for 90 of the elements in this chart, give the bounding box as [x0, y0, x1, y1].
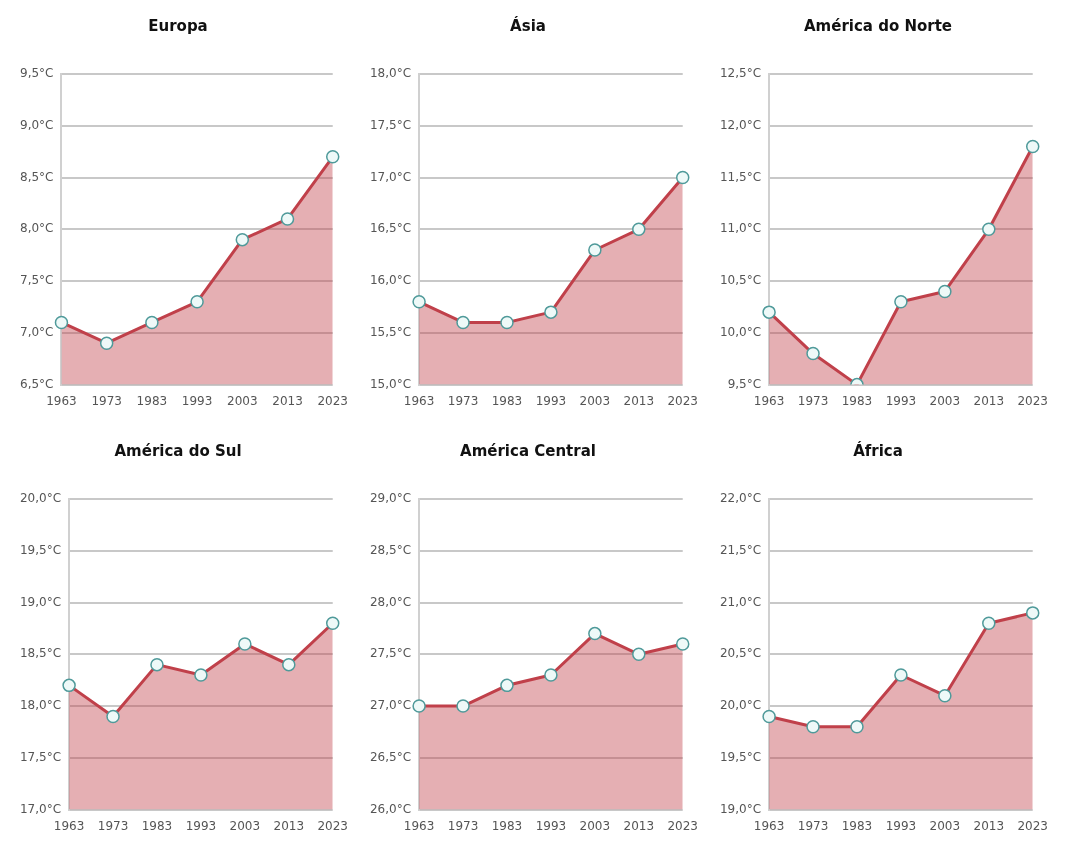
- chart-title: América do Sul: [114, 441, 242, 460]
- y-tick-label: 19,5°C: [719, 749, 762, 764]
- y-tick-label: 28,0°C: [369, 594, 412, 609]
- x-tick-label: 1963: [403, 818, 435, 833]
- x-tick-label: 1993: [535, 818, 567, 833]
- x-tick-label: 2023: [667, 818, 698, 833]
- chart-title: América Central: [460, 441, 596, 460]
- y-tick-label: 22,0°C: [719, 491, 762, 506]
- y-tick-label: 12,0°C: [719, 117, 762, 132]
- x-tick-label: 2003: [929, 393, 961, 408]
- x-tick-label: 1963: [753, 818, 785, 833]
- y-tick-label: 20,5°C: [719, 646, 762, 661]
- y-tick-label: 17,5°C: [369, 117, 412, 132]
- y-tick-label: 10,5°C: [719, 273, 762, 288]
- x-tick-label: 2023: [317, 393, 348, 408]
- x-tick-label: 2013: [623, 818, 655, 833]
- x-tick-label: 1983: [841, 393, 873, 408]
- x-tick-label: 2023: [1017, 818, 1048, 833]
- y-tick-label: 11,0°C: [719, 221, 762, 236]
- y-tick-label: 26,5°C: [369, 749, 412, 764]
- x-tick-label: 1973: [97, 818, 129, 833]
- y-tick-label: 16,0°C: [369, 273, 412, 288]
- y-tick-label: 19,0°C: [719, 801, 762, 816]
- y-tick-label: 29,0°C: [369, 491, 412, 506]
- y-tick-label: 18,5°C: [19, 646, 62, 661]
- y-tick-label: 9,0°C: [19, 117, 54, 132]
- y-tick-label: 18,0°C: [19, 698, 62, 713]
- y-tick-label: 11,5°C: [719, 169, 762, 184]
- x-tick-label: 1993: [185, 818, 217, 833]
- x-tick-label: 1973: [797, 818, 829, 833]
- y-tick-label: 8,5°C: [19, 169, 54, 184]
- y-tick-label: 17,5°C: [19, 749, 62, 764]
- y-tick-label: 21,5°C: [719, 542, 762, 557]
- chart-title: Ásia: [510, 15, 546, 35]
- x-tick-label: 1963: [403, 393, 435, 408]
- chart-title: América do Norte: [803, 16, 953, 35]
- y-tick-label: 15,0°C: [369, 376, 412, 391]
- x-tick-label: 1963: [753, 393, 785, 408]
- x-tick-label: 1993: [181, 393, 213, 408]
- y-tick-label: 20,0°C: [19, 491, 62, 506]
- y-tick-label: 19,5°C: [19, 542, 62, 557]
- y-tick-label: 12,5°C: [719, 66, 762, 81]
- x-tick-label: 2003: [229, 818, 261, 833]
- x-tick-label: 1973: [447, 818, 479, 833]
- x-tick-label: 1983: [141, 818, 173, 833]
- y-tick-label: 28,5°C: [369, 542, 412, 557]
- y-tick-label: 10,0°C: [719, 324, 762, 339]
- y-tick-label: 6,5°C: [19, 376, 54, 391]
- x-tick-label: 2003: [579, 818, 611, 833]
- x-tick-label: 1963: [46, 393, 77, 408]
- x-tick-label: 1983: [841, 818, 873, 833]
- x-tick-label: 2003: [929, 818, 961, 833]
- x-tick-label: 1963: [53, 818, 85, 833]
- x-tick-label: 2013: [973, 818, 1005, 833]
- chart-title: Europa: [148, 16, 208, 35]
- y-tick-label: 9,5°C: [19, 66, 54, 81]
- x-tick-label: 1973: [447, 393, 479, 408]
- y-tick-label: 27,5°C: [369, 646, 412, 661]
- y-tick-label: 20,0°C: [719, 698, 762, 713]
- x-tick-label: 2003: [579, 393, 611, 408]
- x-tick-label: 1993: [885, 818, 917, 833]
- y-tick-label: 8,0°C: [19, 221, 54, 236]
- x-tick-label: 1983: [491, 393, 523, 408]
- x-tick-label: 2013: [273, 818, 305, 833]
- x-tick-label: 1973: [797, 393, 829, 408]
- y-tick-label: 16,5°C: [369, 221, 412, 236]
- x-tick-label: 1973: [91, 393, 122, 408]
- x-tick-label: 2003: [227, 393, 258, 408]
- y-tick-label: 26,0°C: [369, 801, 412, 816]
- x-tick-label: 1983: [136, 393, 168, 408]
- x-tick-label: 1983: [491, 818, 523, 833]
- x-tick-label: 2023: [1017, 393, 1048, 408]
- x-tick-label: 1993: [885, 393, 917, 408]
- y-tick-label: 9,5°C: [727, 376, 762, 391]
- y-tick-label: 27,0°C: [369, 698, 412, 713]
- x-tick-label: 2013: [623, 393, 655, 408]
- y-tick-label: 7,5°C: [19, 273, 54, 288]
- y-tick-label: 19,0°C: [19, 594, 62, 609]
- y-tick-label: 7,0°C: [19, 324, 54, 339]
- y-tick-label: 21,0°C: [719, 594, 762, 609]
- y-tick-label: 17,0°C: [369, 169, 412, 184]
- x-tick-label: 2013: [973, 393, 1005, 408]
- x-tick-label: 2023: [667, 393, 698, 408]
- y-tick-label: 17,0°C: [19, 801, 62, 816]
- x-tick-label: 2013: [272, 393, 303, 408]
- y-tick-label: 15,5°C: [369, 324, 412, 339]
- x-tick-label: 1993: [535, 393, 567, 408]
- y-tick-label: 18,0°C: [369, 66, 412, 81]
- chart-title: África: [853, 440, 903, 460]
- x-tick-label: 2023: [317, 818, 348, 833]
